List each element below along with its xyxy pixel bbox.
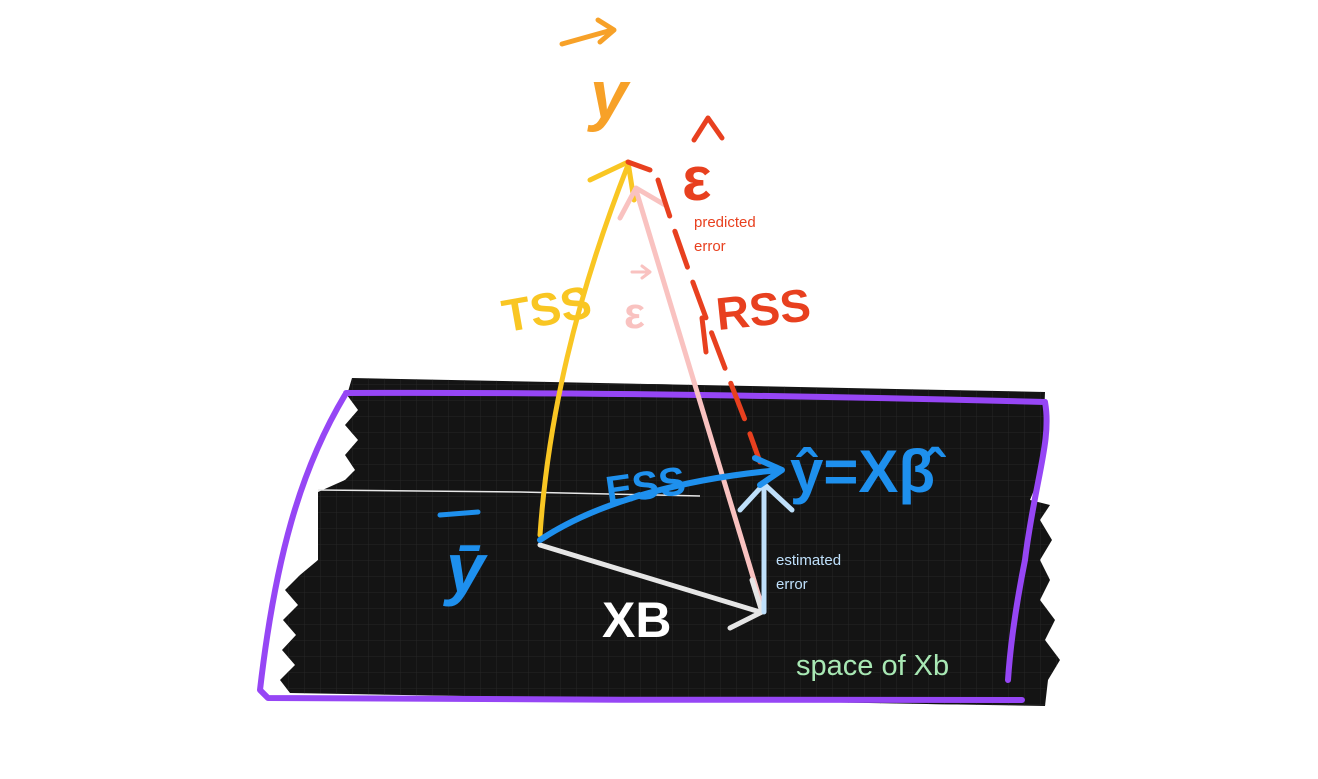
predicted-error-line1: predicted <box>694 214 756 231</box>
plane-grid <box>280 378 1060 706</box>
rss-label: RSS <box>699 278 814 355</box>
y-vector-label: y <box>559 17 631 133</box>
estimated-error-line1: estimated <box>776 552 841 569</box>
epsilon-hat-label: ε <box>682 115 725 214</box>
y-bar-glyph: ȳ <box>443 529 488 607</box>
epsilon-vector-glyph: ε <box>624 289 645 338</box>
rss-dashed-line <box>625 159 763 465</box>
rss-glyph: RSS <box>714 278 814 340</box>
y-hat-equation: ŷ=Xβ̂ <box>790 438 946 505</box>
ess-vector <box>537 455 785 543</box>
tss-label: TSS <box>498 275 595 342</box>
estimated-error-line2: error <box>776 576 808 593</box>
epsilon-vector-arrow <box>617 185 766 613</box>
predicted-error-line2: error <box>694 238 726 255</box>
xb-label: XB <box>602 592 671 648</box>
y-bar-label: ȳ <box>437 509 488 607</box>
epsilon-vector-label: ε <box>624 264 652 338</box>
plane-space-of-xb <box>280 378 1060 706</box>
space-of-xb-label: space of Xb <box>796 650 949 682</box>
purple-boundary <box>257 389 1050 703</box>
y-vector-glyph: y <box>587 57 631 133</box>
epsilon-hat-glyph: ε <box>682 145 711 214</box>
